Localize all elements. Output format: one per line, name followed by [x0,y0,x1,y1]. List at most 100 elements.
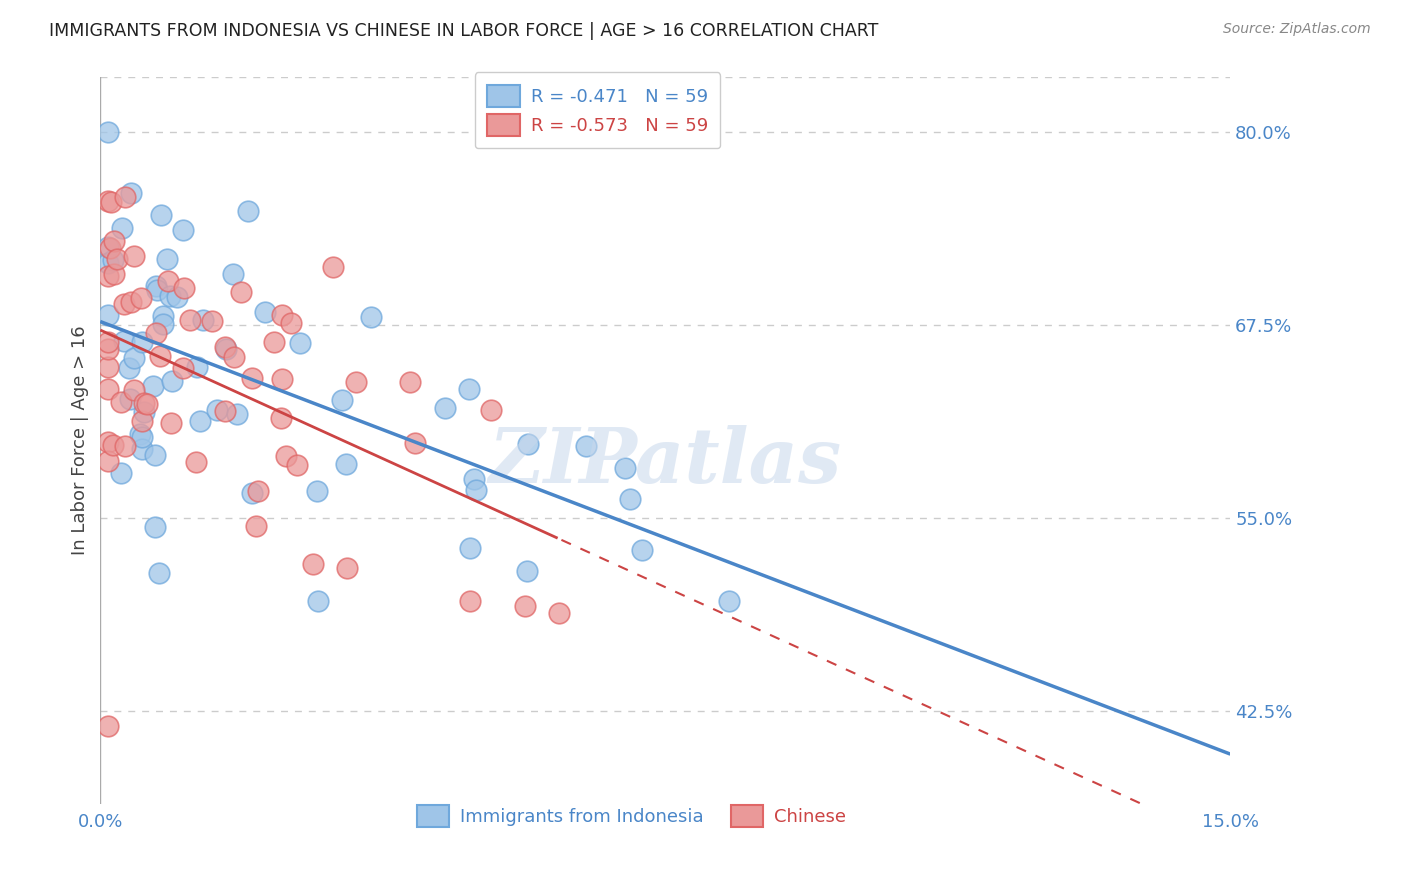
Legend: Immigrants from Indonesia, Chinese: Immigrants from Indonesia, Chinese [409,798,853,835]
Point [145,278,167,293]
Point [159,289,181,303]
Point [717,594,740,608]
Point [152,317,174,331]
Point [322,260,344,274]
Point [131,335,153,350]
Point [630,542,652,557]
Point [214,404,236,418]
Point [240,371,263,385]
Point [152,309,174,323]
Point [188,414,211,428]
Point [307,593,329,607]
Point [101,438,124,452]
Point [574,439,596,453]
Point [120,294,142,309]
Point [97,256,120,270]
Point [97,335,120,350]
Point [97,124,120,138]
Point [458,541,481,556]
Point [149,349,172,363]
Point [97,360,120,375]
Point [112,334,135,348]
Point [143,520,166,534]
Point [97,342,120,356]
Point [103,267,125,281]
Point [141,378,163,392]
Point [224,350,246,364]
Point [271,372,294,386]
Point [160,417,183,431]
Point [156,252,179,266]
Point [97,719,120,733]
Point [135,397,157,411]
Point [274,450,297,464]
Point [98,241,121,255]
Point [110,395,132,409]
Point [253,305,276,319]
Point [120,186,142,200]
Point [131,414,153,428]
Point [131,442,153,456]
Point [166,290,188,304]
Point [118,392,141,407]
Point [463,472,485,486]
Point [270,411,292,425]
Point [146,284,169,298]
Text: ZIPatlas: ZIPatlas [489,425,842,500]
Point [285,458,308,473]
Point [458,594,481,608]
Point [100,194,122,209]
Point [221,268,243,282]
Point [97,434,120,449]
Point [434,401,457,415]
Point [344,376,367,390]
Point [479,402,502,417]
Point [214,340,236,354]
Point [110,466,132,480]
Point [191,313,214,327]
Point [97,308,120,322]
Point [404,435,426,450]
Point [247,483,270,498]
Point [97,194,120,208]
Point [128,426,150,441]
Point [236,204,259,219]
Point [97,268,120,283]
Point [114,190,136,204]
Point [398,375,420,389]
Point [156,275,179,289]
Point [186,359,208,374]
Point [134,396,156,410]
Point [614,460,637,475]
Point [132,405,155,419]
Point [280,316,302,330]
Point [270,308,292,322]
Point [226,407,249,421]
Point [302,557,325,571]
Point [335,457,357,471]
Point [205,403,228,417]
Point [330,393,353,408]
Point [150,208,173,222]
Point [122,383,145,397]
Point [122,249,145,263]
Point [173,281,195,295]
Point [464,483,486,497]
Point [111,220,134,235]
Point [172,361,194,376]
Point [245,518,267,533]
Point [515,599,537,613]
Point [215,343,238,357]
Point [619,491,641,506]
Point [336,560,359,574]
Point [143,448,166,462]
Point [103,234,125,248]
Point [288,336,311,351]
Point [114,439,136,453]
Point [105,252,128,266]
Point [112,297,135,311]
Point [548,606,571,620]
Point [129,291,152,305]
Point [516,564,538,578]
Point [117,360,139,375]
